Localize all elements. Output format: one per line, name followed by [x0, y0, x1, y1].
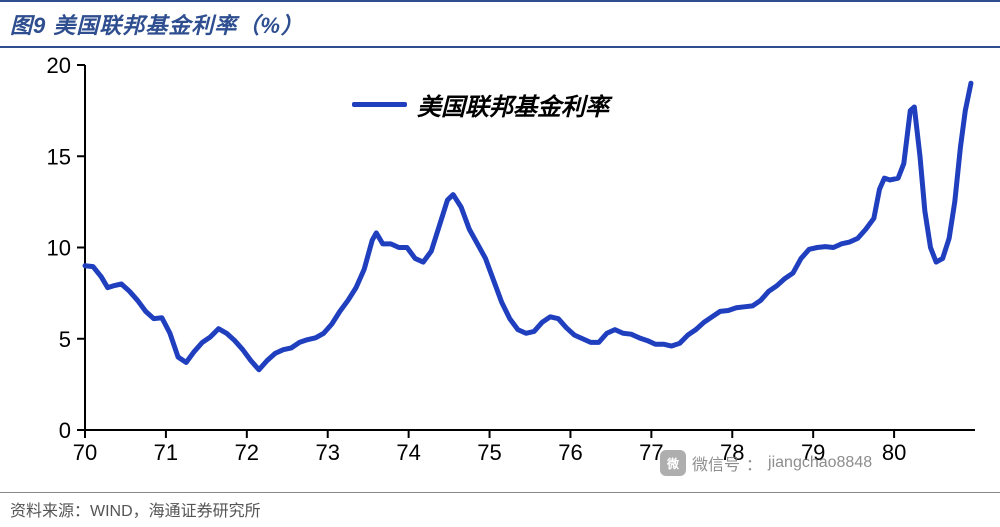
svg-text:73: 73	[315, 440, 339, 465]
svg-text:15: 15	[47, 144, 71, 169]
legend-label: 美国联邦基金利率	[417, 87, 609, 122]
wechat-icon: 微	[660, 450, 686, 476]
legend: 美国联邦基金利率	[352, 87, 609, 122]
figure-title-text: 图9 美国联邦基金利率（%）	[10, 13, 304, 38]
figure-title: 图9 美国联邦基金利率（%）	[0, 0, 1000, 48]
svg-text:75: 75	[477, 440, 501, 465]
watermark-label: 微信号	[692, 451, 740, 475]
svg-text:72: 72	[235, 440, 259, 465]
wechat-icon-glyph: 微	[667, 455, 679, 472]
watermark: 微 微信号 ： jiangchao8848	[660, 450, 872, 476]
svg-text:5: 5	[59, 327, 71, 352]
svg-text:80: 80	[882, 440, 906, 465]
watermark-handle: jiangchao8848	[768, 454, 872, 472]
svg-text:10: 10	[47, 236, 71, 261]
chart-area: 051015207071727374757677787980 美国联邦基金利率	[45, 50, 985, 470]
legend-swatch	[352, 102, 407, 107]
svg-text:20: 20	[47, 53, 71, 78]
figure-source-text: 资料来源：WIND，海通证券研究所	[10, 503, 261, 520]
svg-text:70: 70	[73, 440, 97, 465]
figure-container: 图9 美国联邦基金利率（%） 0510152070717273747576777…	[0, 0, 1000, 527]
svg-text:74: 74	[396, 440, 420, 465]
figure-source: 资料来源：WIND，海通证券研究所	[0, 492, 1000, 527]
svg-text:0: 0	[59, 418, 71, 443]
watermark-sep: ：	[746, 451, 762, 475]
svg-text:71: 71	[154, 440, 178, 465]
svg-text:76: 76	[558, 440, 582, 465]
